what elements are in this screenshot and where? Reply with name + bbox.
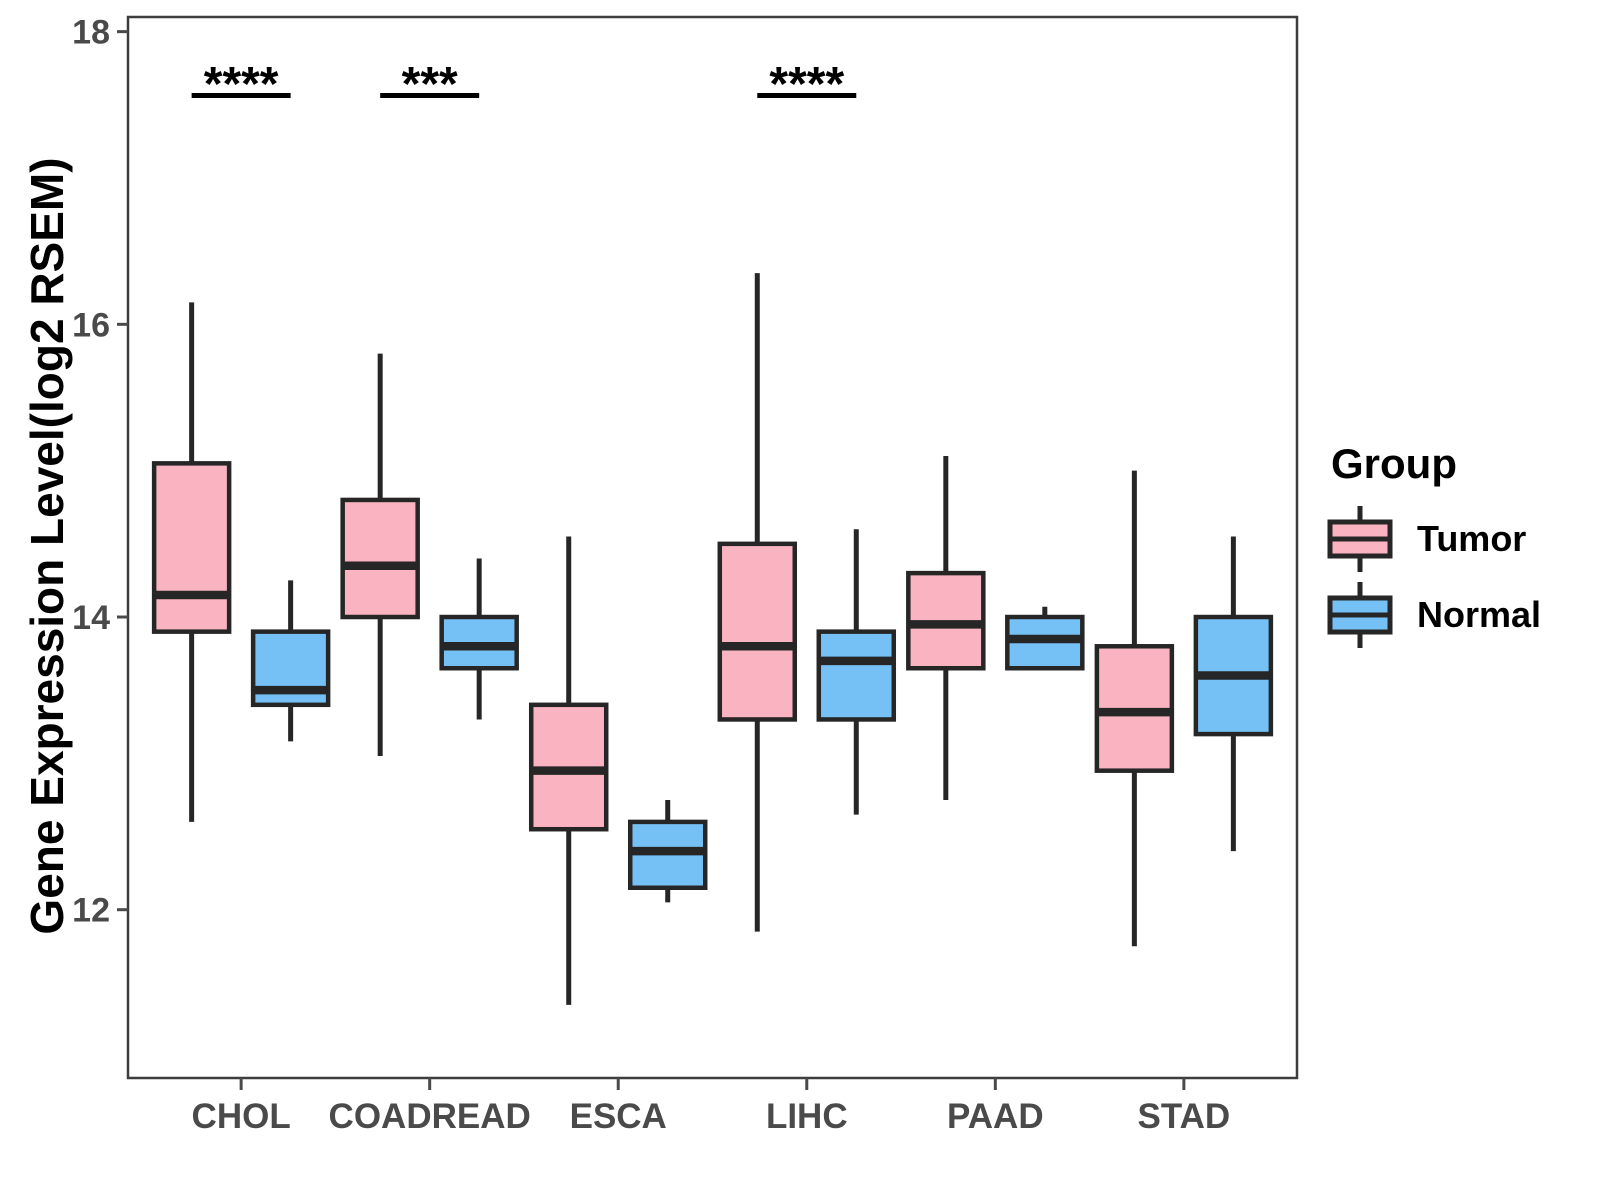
significance-bar-LIHC: [757, 93, 857, 98]
panel-border: [126, 15, 1299, 1080]
x-tick-label: COADREAD: [329, 1097, 531, 1136]
legend-item-tumor: Tumor: [1325, 504, 1541, 574]
y-tick-label: 16: [72, 306, 110, 344]
box-COADREAD-Tumor: [340, 497, 420, 620]
significance-bar-CHOL: [191, 93, 291, 98]
y-axis-title: Gene Expression Level(log2 RSEM): [21, 157, 73, 935]
x-tick-label: LIHC: [766, 1097, 848, 1136]
x-tick-label: PAAD: [947, 1097, 1044, 1136]
x-tick-label: ESCA: [570, 1097, 667, 1136]
x-tick-label: STAD: [1138, 1097, 1231, 1136]
significance-stars-LIHC: ****: [769, 58, 844, 111]
significance-stars-COADREAD: ***: [402, 58, 458, 111]
box-LIHC-Tumor: [717, 541, 798, 722]
legend: Group Tumor Normal: [1325, 440, 1541, 650]
y-tick-label: 14: [72, 599, 110, 637]
normal-boxplot-key-icon: [1327, 582, 1393, 648]
significance-bar-COADREAD: [380, 93, 480, 98]
box-LIHC-Normal: [816, 629, 897, 722]
x-tick-label: CHOL: [192, 1097, 291, 1136]
significance-stars-CHOL: ****: [204, 58, 279, 111]
box-CHOL-Tumor: [151, 461, 232, 634]
y-tick-label: 12: [72, 892, 110, 930]
legend-title: Group: [1331, 440, 1457, 487]
legend-item-normal: Normal: [1325, 580, 1541, 650]
legend-label-tumor: Tumor: [1417, 518, 1527, 559]
tumor-boxplot-key-icon: [1327, 506, 1393, 572]
y-tick-label: 18: [72, 14, 110, 52]
legend-label-normal: Normal: [1417, 594, 1542, 635]
